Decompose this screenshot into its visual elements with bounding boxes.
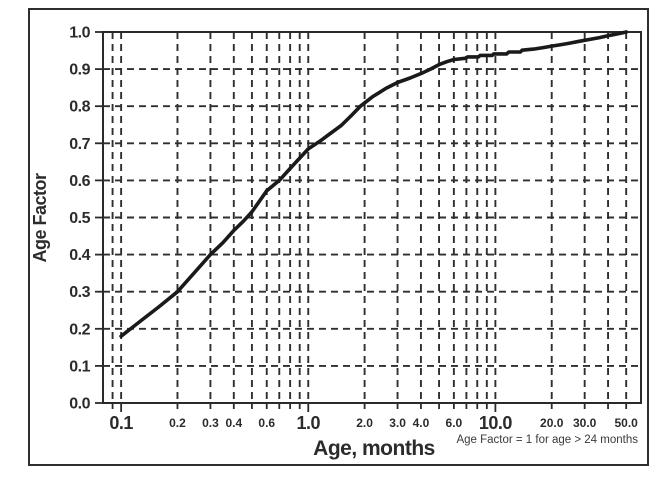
y-tick-label-0.7: 0.7 [69, 136, 90, 153]
figure-border [28, 8, 649, 466]
y-tick-label-1.0: 1.0 [69, 25, 90, 42]
gridlines-group [103, 32, 641, 403]
curve-group [119, 30, 629, 339]
x-tick-label-1.0: 1.0 [296, 413, 320, 433]
y-tick-label-0.3: 0.3 [69, 284, 90, 301]
y-tick-label-0.2: 0.2 [69, 321, 90, 338]
x-tick-label-0.4: 0.4 [225, 416, 242, 430]
age_factor_curve [119, 30, 629, 339]
x-tick-label-6.0: 6.0 [446, 416, 463, 430]
y-tick-label-0.5: 0.5 [69, 210, 90, 227]
x-axis-title: Age, months [313, 437, 435, 460]
x-tick-label-2.0: 2.0 [356, 416, 373, 430]
x-tick-label-4.0: 4.0 [413, 416, 430, 430]
x-tick-label-30.0: 30.0 [573, 416, 597, 430]
y-tick-label-0.1: 0.1 [69, 358, 90, 375]
axis-ticks-group [95, 31, 628, 412]
x-tick-label-0.3: 0.3 [202, 416, 219, 430]
y-tick-label-0.6: 0.6 [69, 173, 90, 190]
y-tick-label-0.0: 0.0 [69, 396, 90, 413]
y-tick-label-0.9: 0.9 [69, 62, 90, 79]
x-tick-label-10.0: 10.0 [479, 413, 513, 433]
x-tick-label-0.1: 0.1 [109, 413, 133, 433]
tick-labels-group: 0.1 0.2 0.3 0.4 0.6 1.0 2.0 3.0 4.0 6.0 10.0 20.0 30… [69, 25, 638, 434]
y-axis-title: Age Factor [30, 173, 50, 263]
y-tick-label-0.8: 0.8 [69, 99, 90, 116]
y-tick-label-0.4: 0.4 [69, 247, 90, 264]
x-tick-label-0.6: 0.6 [258, 416, 275, 430]
x-tick-label-50.0: 50.0 [615, 416, 639, 430]
annotation-age-factor-note: Age Factor = 1 for age > 24 months [456, 434, 638, 446]
x-tick-label-3.0: 3.0 [389, 416, 406, 430]
x-tick-label-20.0: 20.0 [540, 416, 564, 430]
x-tick-label-0.2: 0.2 [169, 416, 186, 430]
